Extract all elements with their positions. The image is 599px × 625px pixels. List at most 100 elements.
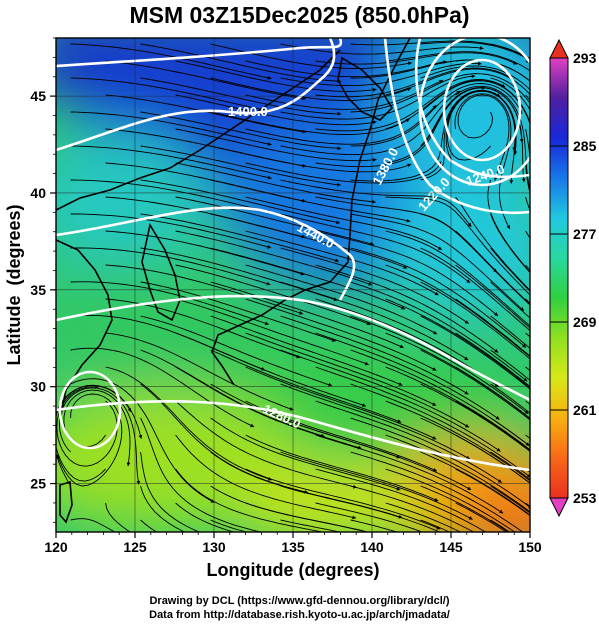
streamline-arrow (464, 390, 469, 395)
streamline (70, 213, 272, 249)
credit-data-source: Data from http://database.rish.kyoto-u.a… (149, 609, 450, 621)
streamline (420, 315, 530, 390)
streamline (140, 315, 333, 387)
streamline-arrow (434, 291, 439, 296)
korea-coast (141, 222, 181, 322)
streamline (525, 94, 530, 102)
y-axis: 25 30 35 40 45 (30, 37, 56, 523)
streamline (140, 145, 341, 186)
streamline (385, 196, 530, 296)
streamline-arrow (494, 348, 499, 353)
streamline (280, 383, 471, 460)
streamline-arrow (539, 89, 543, 93)
streamline-arrow (538, 129, 542, 133)
streamline (175, 128, 377, 162)
y-tick-label: 45 (30, 88, 46, 104)
streamline (385, 264, 530, 358)
streamline-arrow (539, 489, 543, 493)
streamline-arrow (464, 320, 469, 324)
streamline (245, 502, 370, 532)
streamline (56, 393, 123, 487)
streamline (140, 451, 201, 532)
streamline (140, 111, 342, 149)
streamline-arrow (540, 101, 544, 105)
streamline-arrow (289, 406, 294, 411)
colorbar-body (549, 57, 569, 499)
grid-lines (56, 38, 530, 532)
streamline-arrow (264, 321, 269, 326)
streamline (385, 51, 530, 72)
streamline-arrow (539, 333, 543, 337)
streamline-arrow (466, 279, 471, 283)
streamline (210, 315, 403, 386)
streamline-arrow (540, 379, 544, 383)
streamline-arrow (266, 281, 271, 286)
streamline-arrow (467, 222, 472, 227)
streamline (280, 213, 471, 284)
streamline-arrow (471, 541, 475, 544)
streamline (525, 128, 530, 161)
streamline-arrow (403, 265, 408, 269)
streamline (490, 519, 511, 532)
streamline-arrow (541, 458, 545, 462)
streamline (175, 264, 371, 326)
streamline-arrow (467, 486, 472, 490)
streamline-arrow (540, 412, 544, 416)
streamline (350, 451, 524, 532)
streamline (245, 366, 437, 440)
streamline (210, 417, 401, 491)
streamline (210, 77, 412, 101)
streamline-arrow (537, 361, 541, 365)
streamline (315, 264, 499, 353)
streamline (455, 298, 530, 357)
streamline-arrow (539, 216, 542, 220)
streamline (58, 387, 140, 485)
streamline (210, 111, 410, 135)
streamline (105, 366, 272, 481)
streamline-arrow (540, 453, 544, 457)
streamline-arrow (541, 514, 545, 518)
streamline-arrow (328, 382, 333, 387)
streamline-arrow (408, 61, 412, 66)
streamline (70, 111, 272, 146)
streamline-arrow (539, 387, 543, 391)
streamline (455, 468, 530, 517)
streamline (315, 468, 487, 532)
streamline (210, 349, 402, 423)
streamline (70, 281, 269, 325)
streamline (315, 79, 506, 132)
y-tick-label: 30 (30, 379, 46, 395)
streamline-arrow (336, 182, 341, 187)
streamline (385, 434, 530, 513)
streamline-arrow (283, 535, 287, 539)
streamline-arrow (524, 410, 529, 414)
streamline (280, 417, 472, 491)
streamline-arrow (432, 435, 437, 440)
streamline-arrow (352, 515, 356, 520)
streamline (140, 485, 186, 532)
streamline-arrow (397, 419, 402, 423)
streamline (420, 383, 530, 452)
streamline-arrow (432, 367, 437, 371)
streamline-arrow (539, 201, 543, 205)
streamline (420, 90, 517, 181)
streamline-arrow (537, 75, 541, 79)
streamline-arrow (537, 521, 541, 525)
streamline-arrow (539, 299, 543, 303)
streamline (315, 230, 499, 317)
streamline (280, 315, 469, 395)
streamline-arrow (366, 321, 371, 326)
streamline (175, 60, 377, 92)
streamline (210, 247, 406, 310)
streamline-arrow (336, 220, 340, 225)
streamline (280, 281, 469, 361)
streamline-arrow (540, 345, 544, 349)
streamline-arrow (519, 139, 524, 143)
streamline-arrow (539, 252, 543, 256)
streamline (455, 196, 530, 291)
streamline (385, 68, 530, 96)
streamline (140, 417, 263, 532)
streamline-arrow (468, 516, 473, 520)
streamline-arrow (540, 304, 544, 308)
streamline (525, 298, 530, 304)
